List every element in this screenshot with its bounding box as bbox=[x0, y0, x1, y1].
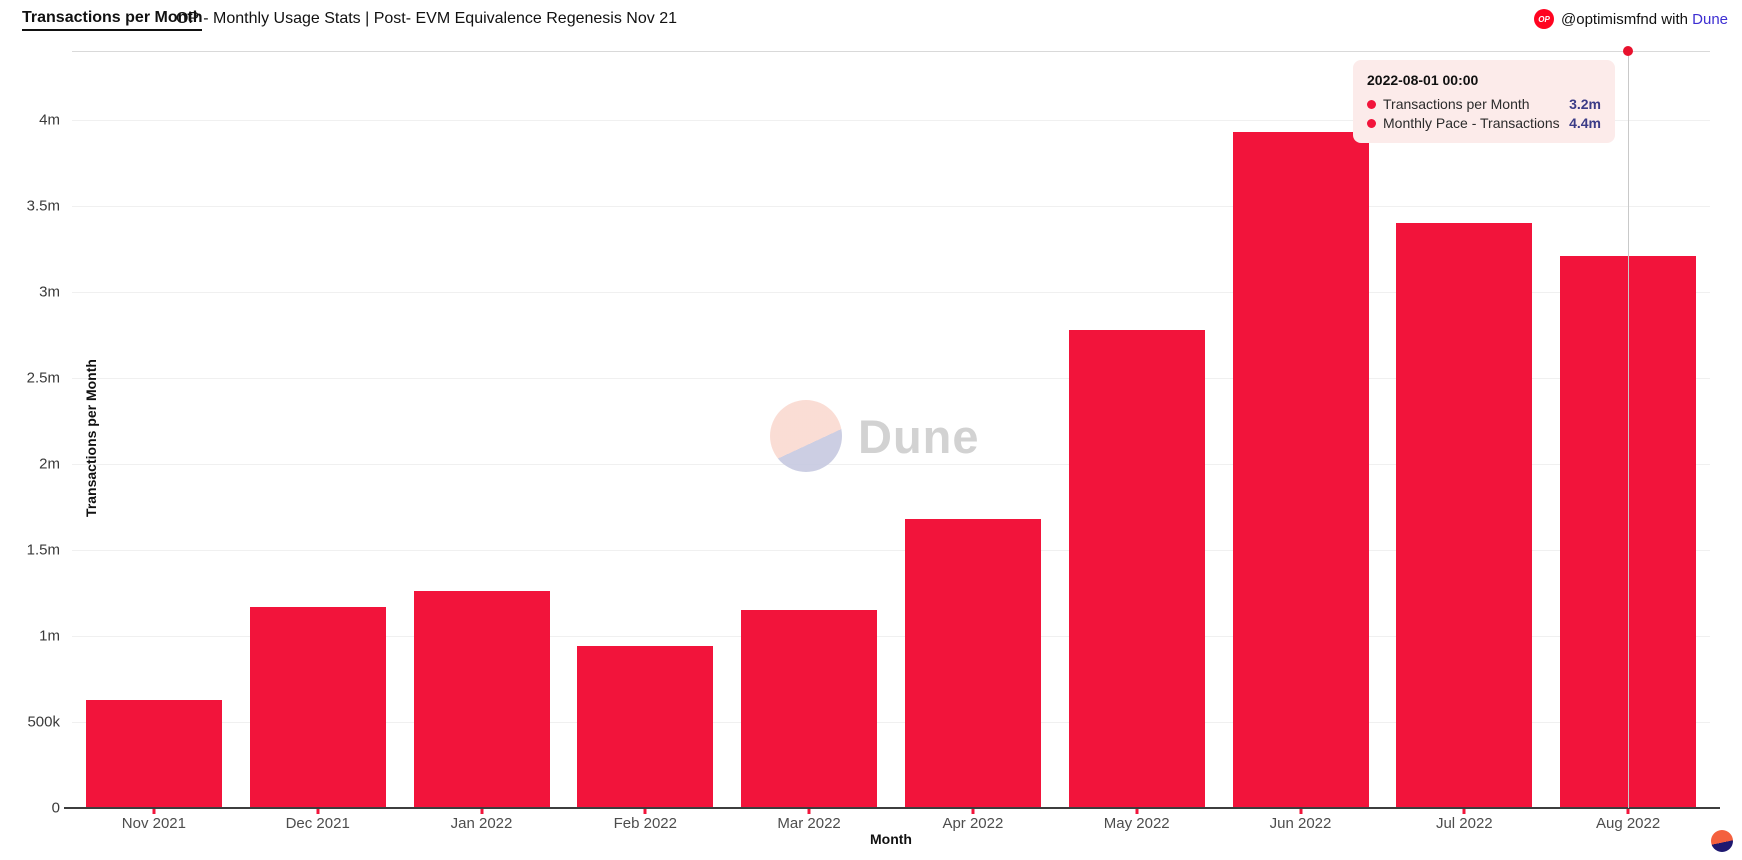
x-tick-label: May 2022 bbox=[1103, 815, 1170, 832]
x-tick-mark bbox=[971, 808, 975, 814]
x-tick-label: Jan 2022 bbox=[450, 815, 513, 832]
x-tick-mark bbox=[807, 808, 811, 814]
gridline bbox=[72, 721, 1710, 723]
x-tick-mark bbox=[1299, 808, 1302, 814]
tooltip-series-label: Transactions per Month bbox=[1383, 96, 1530, 112]
y-tick-label: 1m bbox=[39, 627, 60, 645]
chart-header: Transactions per Month OP - Monthly Usag… bbox=[0, 0, 1742, 40]
x-tick-mark bbox=[480, 808, 483, 814]
crosshair-vertical-line bbox=[1628, 51, 1630, 808]
dune-watermark-icon bbox=[770, 400, 842, 472]
dune-logo-icon[interactable] bbox=[1711, 830, 1733, 852]
x-tick-label: Jul 2022 bbox=[1435, 815, 1493, 832]
bar[interactable] bbox=[1232, 131, 1369, 808]
x-tick-mark bbox=[1135, 808, 1139, 814]
gridline bbox=[72, 549, 1710, 551]
tooltip-series-value: 4.4m bbox=[1569, 115, 1601, 131]
dune-link[interactable]: Dune bbox=[1692, 10, 1728, 28]
tooltip-row: Monthly Pace - Transactions 4.4m bbox=[1367, 115, 1601, 131]
x-tick-label: Dec 2021 bbox=[285, 815, 350, 832]
chart-subtitle: OP - Monthly Usage Stats | Post- EVM Equ… bbox=[176, 10, 677, 27]
attribution: OP @optimismfnd with Dune bbox=[1534, 9, 1728, 29]
x-tick-label: Aug 2022 bbox=[1595, 815, 1661, 832]
gridline bbox=[72, 205, 1710, 207]
series-dot-icon bbox=[1367, 118, 1376, 128]
bar[interactable] bbox=[1068, 329, 1205, 808]
series-dot-icon bbox=[1367, 99, 1376, 109]
y-tick-label: 2m bbox=[39, 455, 60, 473]
y-tick-label: 0 bbox=[51, 799, 60, 817]
hover-tooltip: 2022-08-01 00:00 Transactions per Month … bbox=[1353, 60, 1615, 143]
gridline bbox=[72, 377, 1710, 379]
x-tick-mark bbox=[316, 808, 320, 814]
y-tick-label: 500k bbox=[27, 713, 60, 731]
x-tick-mark bbox=[1626, 808, 1630, 814]
attribution-connector: with bbox=[1661, 10, 1688, 28]
x-tick-mark bbox=[1462, 808, 1466, 814]
y-tick-label: 3m bbox=[39, 283, 60, 301]
x-axis-line bbox=[64, 807, 1720, 809]
x-tick-mark bbox=[643, 808, 647, 814]
x-tick-mark bbox=[152, 808, 156, 814]
bar[interactable] bbox=[741, 610, 878, 808]
crosshair-horizontal-line bbox=[72, 51, 1710, 52]
tooltip-series-label: Monthly Pace - Transactions bbox=[1383, 115, 1560, 131]
op-logo-icon: OP bbox=[1534, 9, 1555, 29]
bar[interactable] bbox=[904, 518, 1041, 808]
x-tick-label: Mar 2022 bbox=[777, 815, 841, 832]
dune-watermark: Dune bbox=[770, 400, 980, 472]
gridline bbox=[72, 463, 1710, 465]
gridline bbox=[72, 291, 1710, 293]
y-tick-label: 4m bbox=[39, 111, 60, 129]
bar[interactable] bbox=[577, 646, 714, 808]
x-tick-label: Nov 2021 bbox=[121, 815, 186, 832]
author-handle[interactable]: @optimismfnd bbox=[1561, 10, 1658, 28]
chart-title-link[interactable]: Transactions per Month bbox=[22, 9, 203, 31]
attribution-text: @optimismfnd with Dune bbox=[1561, 11, 1728, 28]
gridline bbox=[72, 119, 1710, 121]
y-tick-label: 3.5m bbox=[26, 197, 60, 215]
y-axis-title: Transactions per Month bbox=[82, 359, 99, 517]
x-axis-title: Month bbox=[870, 831, 912, 847]
bar[interactable] bbox=[413, 591, 550, 808]
y-tick-label: 2.5m bbox=[26, 369, 60, 387]
gridline bbox=[72, 635, 1710, 637]
tooltip-series-value: 3.2m bbox=[1569, 96, 1601, 112]
monthly-pace-point[interactable] bbox=[1623, 46, 1634, 56]
bar[interactable] bbox=[249, 606, 386, 808]
tooltip-date: 2022-08-01 00:00 bbox=[1367, 72, 1479, 88]
bar[interactable] bbox=[85, 699, 222, 808]
x-tick-label: Apr 2022 bbox=[942, 815, 1004, 832]
dune-watermark-text: Dune bbox=[858, 409, 980, 463]
x-tick-label: Jun 2022 bbox=[1269, 815, 1332, 832]
y-tick-label: 1.5m bbox=[26, 541, 60, 559]
bar[interactable] bbox=[1396, 223, 1533, 808]
tooltip-row: Transactions per Month 3.2m bbox=[1367, 96, 1601, 112]
x-tick-label: Feb 2022 bbox=[613, 815, 677, 832]
